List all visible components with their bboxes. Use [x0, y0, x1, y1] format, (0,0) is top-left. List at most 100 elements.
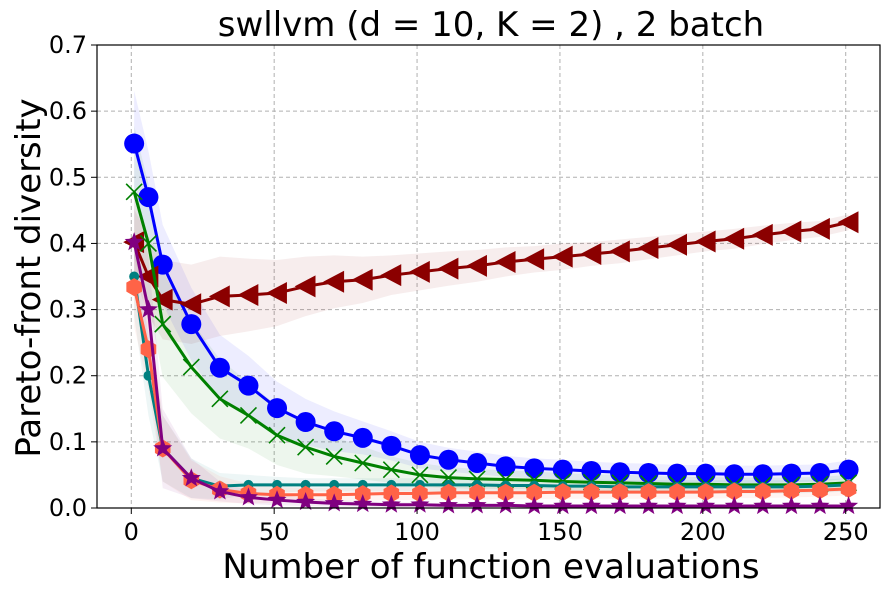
green-x-point: [268, 426, 286, 444]
blue-circle-point: [295, 412, 316, 433]
tomato-hexagon-point: [755, 482, 771, 501]
purple-star-point: [138, 299, 158, 318]
tomato-hexagon-point: [469, 483, 485, 502]
green-x-point: [439, 469, 458, 487]
purple-star-point: [410, 494, 430, 513]
darkred-triangle-point: [837, 211, 859, 234]
darkred-triangle-point: [551, 245, 573, 268]
green-x-point: [239, 406, 258, 424]
blue-circle-point: [124, 133, 145, 154]
chart-title: swllvm (d = 10, K = 2) , 2 batch: [218, 5, 764, 45]
y-tick-label: 0.4: [49, 229, 87, 257]
green-x-point: [154, 315, 172, 333]
tomato-hexagon-point: [640, 483, 657, 502]
darkred-triangle-point: [266, 282, 287, 305]
x-axis-label: Number of function evaluations: [222, 547, 759, 587]
blue-circle-point: [609, 462, 630, 483]
blue-circle-point: [667, 463, 688, 484]
tomato-hexagon-point: [526, 483, 543, 502]
purple-star-point: [753, 496, 773, 515]
blue-circle-point: [467, 453, 488, 474]
blue-circle-point: [238, 375, 259, 396]
blue-circle-point: [438, 449, 459, 470]
x-tick-label: 100: [394, 518, 440, 546]
darkred-triangle-point: [751, 223, 773, 246]
blue-circle-point: [138, 187, 159, 208]
purple-star-point: [296, 492, 316, 511]
teal-dot-point: [129, 271, 140, 282]
purple-star-point: [210, 481, 230, 500]
darkred-triangle-point: [437, 257, 459, 280]
y-tick-label: 0.5: [49, 163, 87, 191]
tomato-hexagon-series: [126, 278, 857, 504]
tomato-hexagon-point: [669, 483, 685, 502]
darkred-triangle-point: [694, 230, 716, 253]
purple-star-point: [353, 494, 373, 513]
purple-star-point: [724, 496, 744, 515]
y-axis-ticks: 0.0 0.1 0.2 0.3 0.4 0.5 0.6 0.7: [49, 31, 97, 522]
blue-circle-point: [209, 357, 230, 378]
blue-circle-point: [724, 464, 745, 485]
tomato-hexagon-point: [383, 484, 400, 503]
blue-circle-point: [352, 427, 373, 448]
y-axis-label: Pareto-front diversity: [9, 98, 49, 457]
x-tick-label: 50: [259, 518, 290, 546]
blue-circle-point: [638, 462, 659, 483]
blue-circle-point: [752, 464, 773, 485]
purple-star-point: [639, 496, 659, 515]
darkred-triangle-point: [608, 240, 630, 263]
purple-star-point: [553, 496, 573, 515]
blue-circle-point: [324, 421, 345, 442]
purple-star-point: [181, 468, 201, 487]
blue-circle-point: [524, 458, 545, 479]
x-tick-label: 200: [680, 518, 726, 546]
green-x-point: [211, 390, 229, 408]
blue-circle-point: [695, 463, 716, 484]
purple-star-point: [496, 495, 516, 514]
darkred-triangle-point: [208, 285, 230, 308]
y-tick-label: 0.7: [49, 31, 87, 59]
purple-star-point: [267, 490, 287, 509]
blue-circle-point: [809, 462, 830, 483]
tomato-hexagon-point: [583, 483, 600, 502]
purple-star-point: [438, 495, 459, 514]
blue-circle-point: [781, 463, 802, 484]
plot-frame: [96, 44, 881, 509]
darkred-triangle-point: [323, 270, 345, 293]
blue-circle-point: [267, 398, 288, 419]
x-axis-ticks: 0 50 100 150 200 250: [124, 508, 869, 546]
tomato-hexagon-point: [126, 278, 142, 297]
darkred-triangle-point: [494, 250, 516, 273]
purple-star-point: [153, 438, 173, 457]
green-x-point: [354, 454, 372, 472]
teal-dot-band: [134, 236, 849, 500]
y-tick-label: 0.3: [49, 296, 87, 324]
purple-star-point: [524, 496, 544, 515]
darkred-triangle-point: [808, 217, 830, 240]
purple-star-point: [610, 496, 630, 515]
purple-star-point: [381, 494, 401, 513]
tomato-hexagon-point: [612, 483, 628, 502]
tomato-hexagon-point: [497, 483, 514, 502]
darkred-triangle-point: [780, 220, 802, 243]
series-group: [123, 133, 859, 515]
y-tick-label: 0.2: [49, 362, 87, 390]
x-tick-label: 0: [124, 518, 139, 546]
darkred-triangle-point: [351, 268, 373, 291]
tomato-hexagon-point: [697, 483, 714, 502]
purple-star-point: [324, 493, 344, 512]
y-tick-label: 0.6: [49, 97, 87, 125]
darkred-triangle-point: [294, 275, 316, 298]
purple-star-series: [124, 232, 859, 515]
blue-circle-series: [124, 133, 859, 485]
blue-circle-point: [381, 435, 402, 456]
purple-star-point: [839, 496, 859, 515]
tomato-hexagon-point: [555, 483, 571, 502]
tomato-hexagon-band: [134, 247, 849, 504]
tomato-hexagon-point: [812, 481, 828, 500]
purple-star-point: [581, 496, 601, 515]
tomato-hexagon-point: [726, 482, 743, 501]
x-tick-label: 250: [823, 518, 869, 546]
purple-star-point: [781, 496, 801, 515]
